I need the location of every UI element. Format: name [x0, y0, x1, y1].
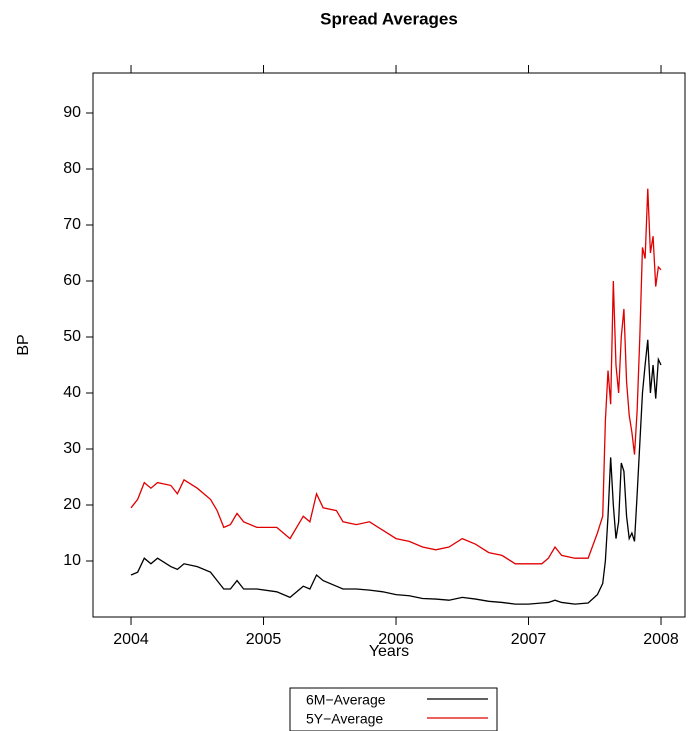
legend-label: 5Y−Average	[306, 711, 383, 727]
y-tick-label: 40	[63, 384, 81, 401]
x-tick-label: 2006	[378, 631, 414, 648]
plot-frame	[92, 72, 686, 618]
y-tick-label: 80	[63, 160, 81, 177]
y-tick-label: 20	[63, 496, 81, 513]
x-tick-label: 2008	[643, 631, 679, 648]
legend-label: 6M−Average	[306, 692, 386, 708]
series-line	[130, 188, 662, 565]
y-tick-label: 90	[63, 104, 81, 121]
x-tick-label: 2007	[511, 631, 547, 648]
x-tick-label: 2004	[113, 631, 149, 648]
y-tick-label: 60	[63, 272, 81, 289]
y-axis-label: BP	[15, 334, 32, 355]
y-tick-label: 50	[63, 328, 81, 345]
series-line	[130, 339, 662, 605]
y-tick-label: 70	[63, 216, 81, 233]
x-axis-label: Years	[369, 643, 409, 660]
y-tick-label: 30	[63, 440, 81, 457]
legend-box	[289, 687, 498, 731]
y-tick-label: 10	[63, 552, 81, 569]
x-tick-label: 2005	[246, 631, 282, 648]
chart-title: Spread Averages	[320, 9, 458, 28]
